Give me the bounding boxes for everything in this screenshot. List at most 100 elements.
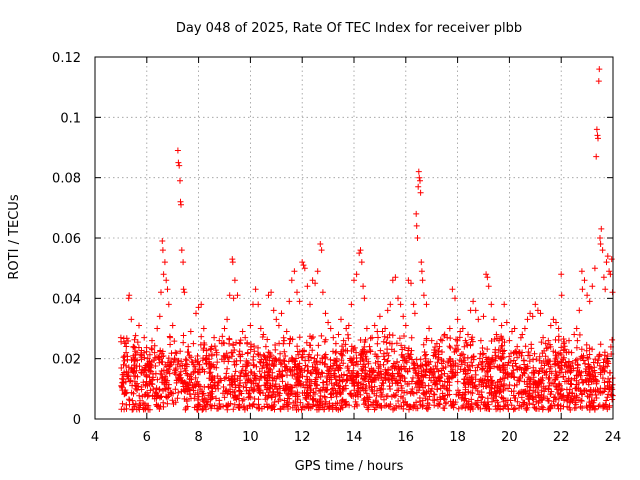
- data-point: [240, 396, 247, 403]
- data-point: [591, 265, 598, 272]
- data-point: [346, 402, 353, 409]
- data-point: [180, 383, 187, 390]
- data-point: [473, 385, 480, 392]
- data-point: [417, 189, 424, 196]
- data-point: [148, 345, 155, 352]
- data-point: [319, 289, 326, 296]
- data-point: [310, 401, 317, 408]
- data-point: [195, 304, 202, 311]
- data-point: [263, 360, 270, 367]
- data-point: [185, 343, 192, 350]
- data-point: [375, 358, 381, 365]
- data-point: [334, 400, 341, 406]
- data-point: [227, 388, 234, 395]
- data-point: [400, 313, 407, 320]
- data-point: [313, 381, 320, 388]
- data-point: [430, 391, 437, 398]
- data-point: [281, 387, 288, 394]
- x-tick-label: 10: [242, 430, 259, 445]
- data-point: [255, 351, 262, 358]
- data-point: [389, 332, 396, 339]
- data-point: [499, 336, 506, 343]
- data-point: [380, 380, 387, 387]
- data-point: [330, 370, 337, 377]
- data-point: [532, 301, 539, 308]
- data-point: [454, 378, 461, 385]
- data-point: [413, 356, 420, 363]
- data-point: [410, 301, 417, 308]
- data-point: [499, 395, 506, 401]
- data-point: [251, 343, 258, 350]
- data-point: [504, 374, 511, 381]
- data-point: [552, 368, 559, 375]
- data-point: [299, 351, 306, 358]
- data-point: [566, 399, 573, 406]
- data-point: [123, 335, 130, 342]
- data-point: [431, 368, 438, 375]
- data-point: [498, 356, 505, 363]
- data-point: [599, 367, 606, 374]
- data-point: [325, 319, 332, 326]
- data-point: [600, 388, 607, 395]
- data-point: [348, 301, 355, 308]
- data-point: [353, 271, 360, 278]
- data-point: [506, 382, 513, 388]
- data-point: [173, 350, 180, 357]
- data-point: [580, 352, 587, 359]
- data-point: [262, 396, 269, 403]
- data-point: [154, 325, 161, 332]
- data-point: [251, 362, 257, 369]
- data-point: [160, 387, 166, 394]
- data-point: [343, 325, 350, 332]
- data-point: [405, 350, 411, 357]
- data-point: [303, 373, 310, 380]
- data-point: [178, 358, 185, 365]
- data-point: [229, 373, 235, 380]
- data-point: [160, 367, 167, 374]
- data-point: [152, 389, 159, 396]
- data-point: [119, 379, 126, 386]
- data-point: [393, 377, 400, 384]
- data-point: [338, 402, 345, 409]
- data-point: [161, 259, 168, 266]
- data-point: [578, 346, 585, 353]
- data-point: [472, 307, 479, 314]
- data-point: [315, 342, 322, 349]
- data-point: [138, 386, 145, 393]
- data-point: [237, 388, 244, 395]
- data-point: [319, 355, 326, 362]
- data-point: [591, 406, 598, 413]
- data-point: [603, 397, 610, 404]
- data-point: [262, 343, 269, 350]
- data-point: [511, 405, 518, 412]
- data-point: [423, 335, 430, 342]
- data-point: [501, 381, 508, 387]
- data-point: [157, 348, 164, 355]
- data-point: [317, 387, 324, 394]
- data-point: [317, 359, 324, 366]
- data-point: [237, 337, 244, 344]
- data-point: [434, 386, 441, 393]
- data-point: [382, 375, 389, 382]
- data-point: [277, 361, 284, 368]
- data-point: [523, 401, 530, 408]
- data-point: [130, 406, 137, 413]
- data-point: [314, 268, 321, 275]
- data-point: [195, 393, 202, 400]
- data-point: [150, 357, 157, 364]
- data-point: [355, 379, 362, 386]
- data-point: [307, 342, 314, 349]
- data-point: [595, 403, 602, 410]
- data-point: [573, 325, 580, 332]
- data-point: [321, 406, 327, 413]
- data-point: [469, 379, 476, 386]
- data-point: [159, 238, 166, 244]
- data-point: [452, 295, 458, 302]
- data-point: [327, 325, 334, 332]
- data-point: [530, 387, 537, 394]
- data-point: [592, 356, 599, 363]
- data-point: [297, 367, 304, 374]
- data-point: [366, 343, 373, 350]
- data-point: [192, 383, 199, 390]
- data-point: [224, 365, 231, 372]
